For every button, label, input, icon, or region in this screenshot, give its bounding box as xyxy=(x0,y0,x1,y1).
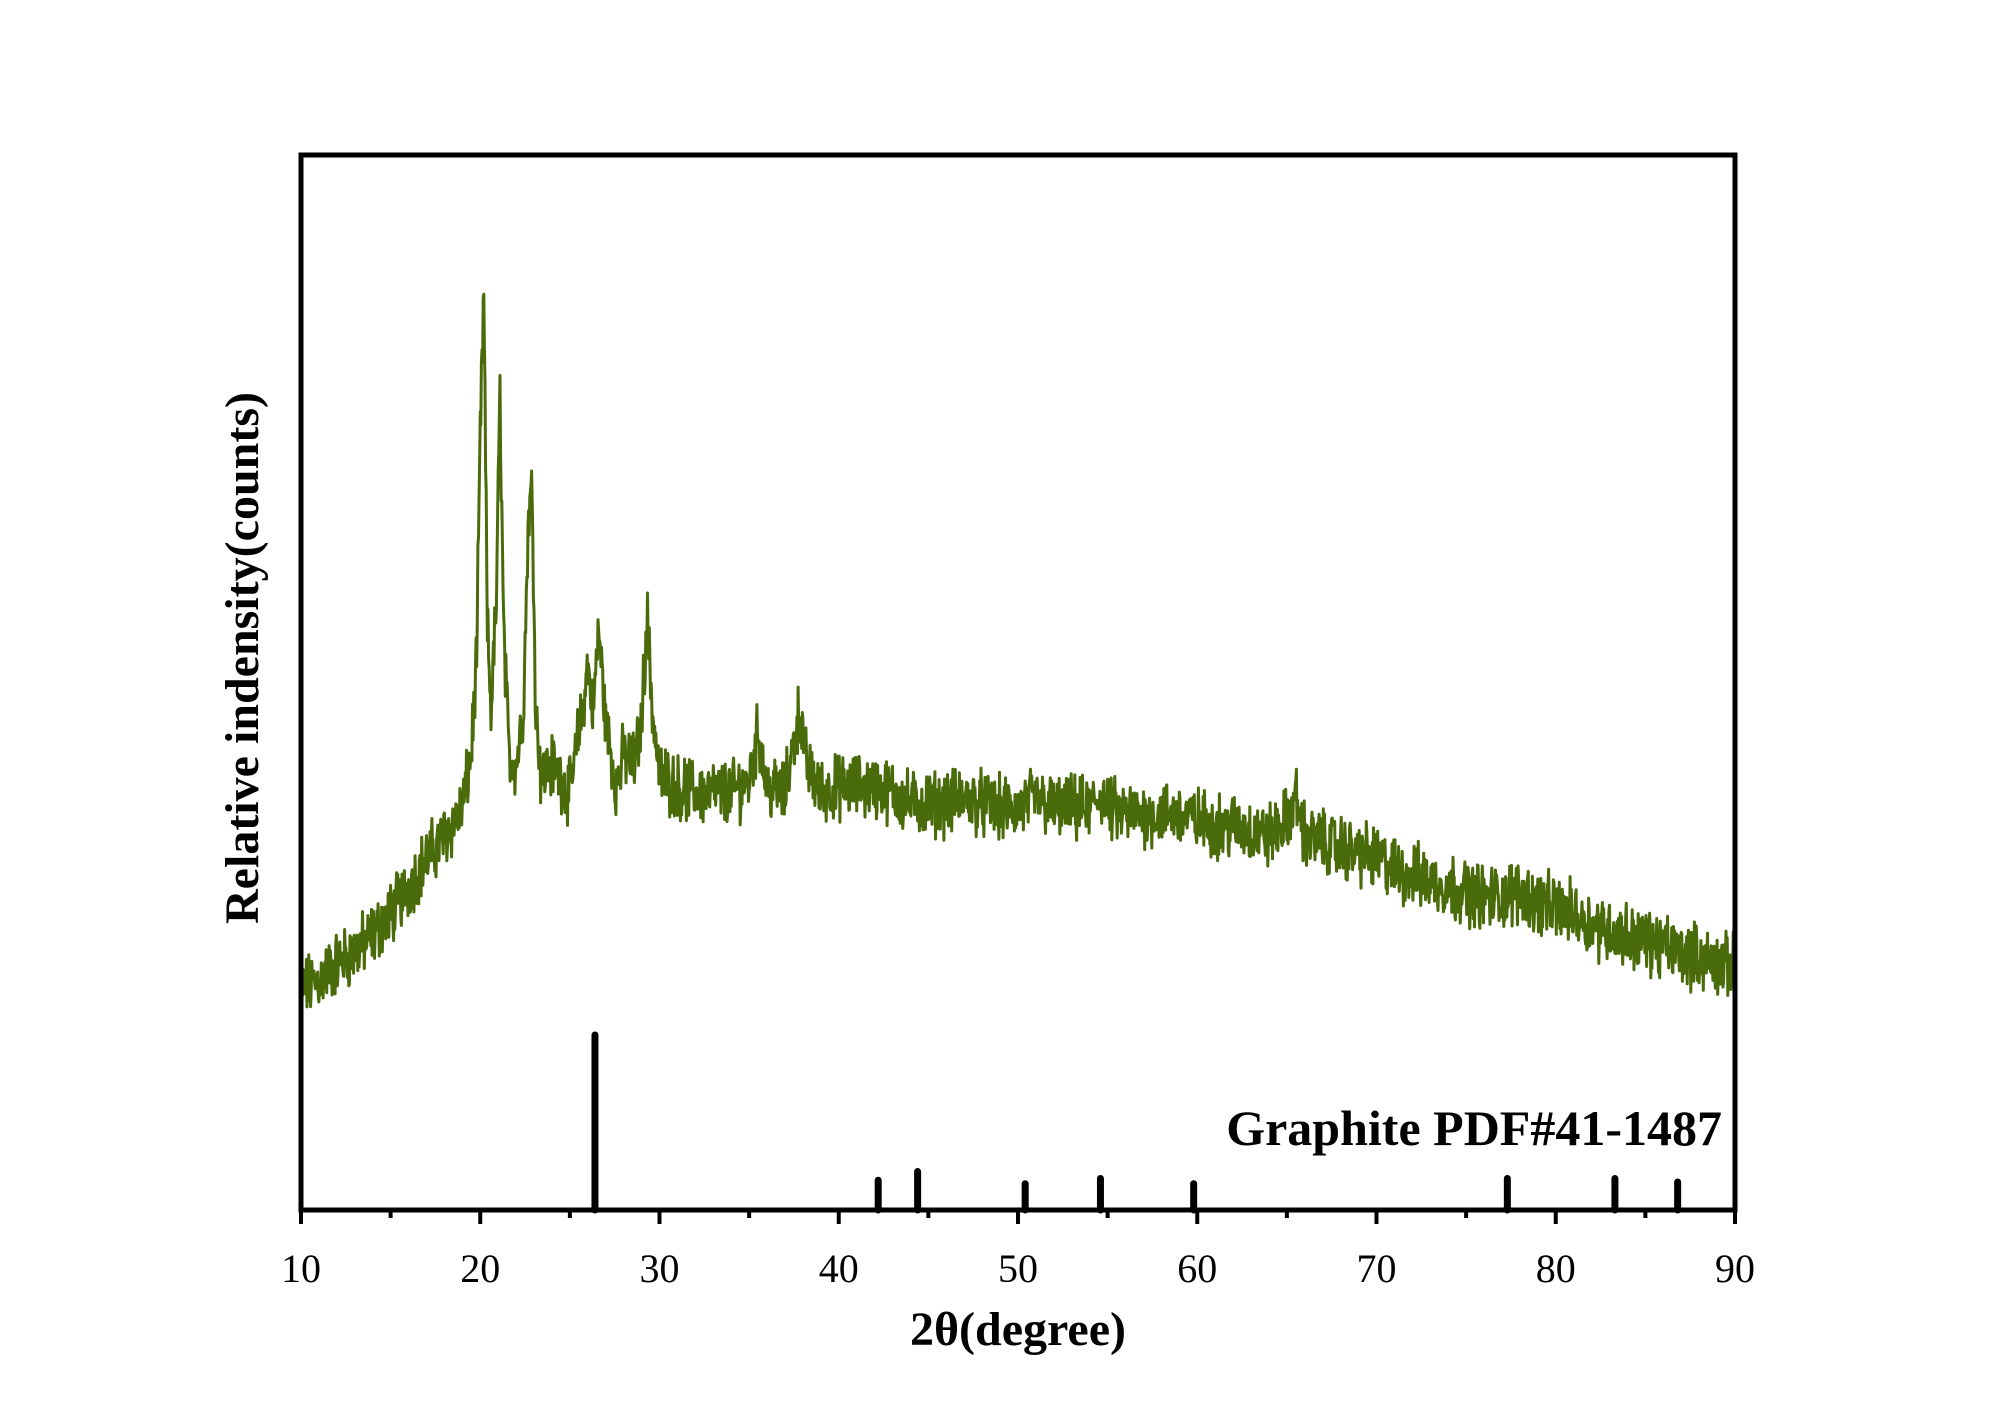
x-axis-ticks: 10 20 30 40 50 60 70 80 90 xyxy=(281,1210,1755,1291)
x-tick-label: 40 xyxy=(819,1246,859,1291)
series-layer xyxy=(299,292,1737,1009)
reference-pattern xyxy=(591,1031,1682,1214)
x-tick-label: 60 xyxy=(1177,1246,1217,1291)
plot-frame xyxy=(298,152,1738,1213)
x-tick-label: 70 xyxy=(1357,1246,1397,1291)
x-tick-label: 10 xyxy=(281,1246,321,1291)
x-tick-label: 80 xyxy=(1536,1246,1576,1291)
reference-label: Graphite PDF#41-1487 xyxy=(1226,1100,1722,1156)
xrd-series-line xyxy=(299,292,1737,1009)
x-tick-label: 20 xyxy=(460,1246,500,1291)
x-tick-label: 50 xyxy=(998,1246,1038,1291)
x-axis-title: 2θ(degree) xyxy=(910,1303,1126,1356)
x-tick-label: 30 xyxy=(640,1246,680,1291)
x-tick-label: 90 xyxy=(1715,1246,1755,1291)
y-axis-title: Relative indensity(counts) xyxy=(216,392,269,924)
